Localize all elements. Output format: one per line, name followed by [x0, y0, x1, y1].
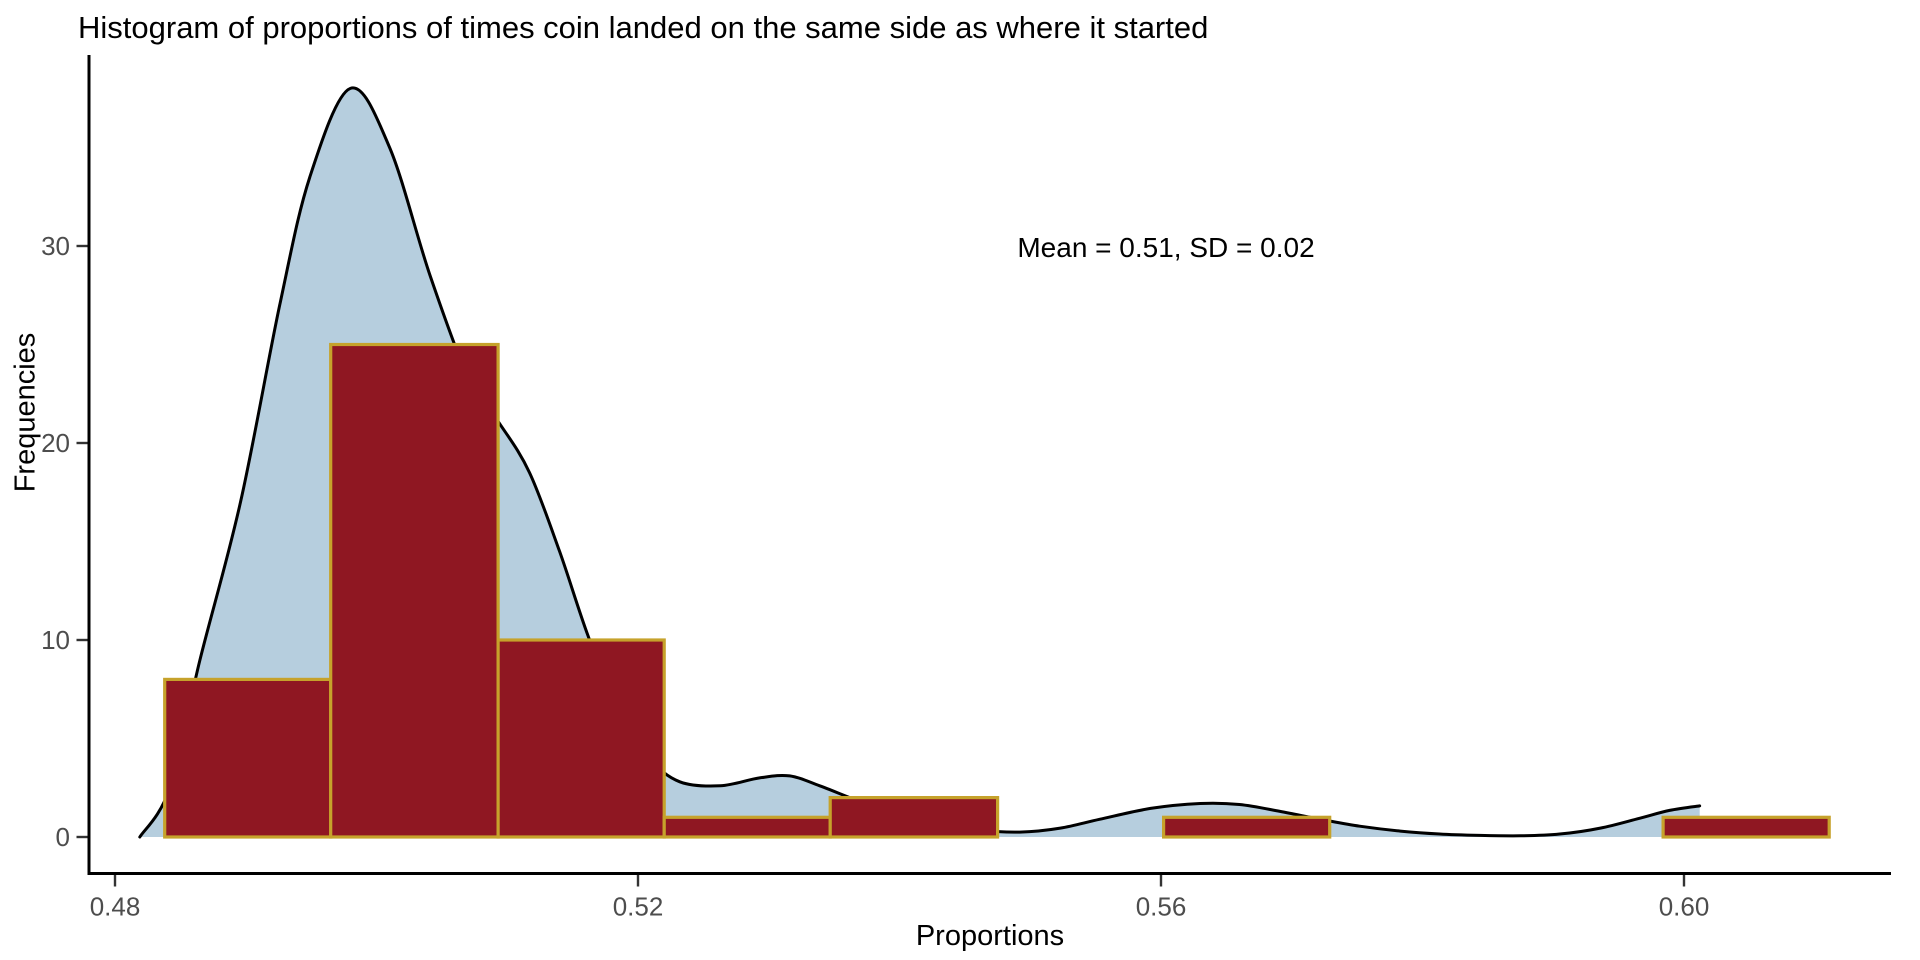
histogram-bar	[329, 342, 500, 839]
annotation-mean-sd: Mean = 0.51, SD = 0.02	[1017, 232, 1315, 263]
histogram-bar	[662, 815, 832, 839]
y-tick-label: 10	[41, 625, 70, 655]
x-tick-label: 0.48	[90, 892, 141, 922]
histogram-bar	[1661, 815, 1831, 839]
y-axis-label: Frequencies	[9, 332, 42, 493]
histogram-bar	[1161, 815, 1332, 839]
y-tick-label: 30	[41, 231, 70, 261]
density-curve	[138, 86, 1702, 839]
plot-title: Histogram of proportions of times coin l…	[78, 10, 1209, 45]
x-axis-label: Proportions	[915, 920, 1065, 952]
x-tick-label: 0.60	[1659, 892, 1710, 922]
y-tick-label: 20	[41, 428, 70, 458]
x-tick-label: 0.56	[1136, 892, 1187, 922]
histogram-bar	[163, 677, 333, 839]
x-tick-label: 0.52	[613, 892, 664, 922]
y-tick-label: 0	[56, 822, 70, 852]
histogram-bar	[828, 795, 1000, 839]
histogram-bar	[496, 638, 666, 839]
